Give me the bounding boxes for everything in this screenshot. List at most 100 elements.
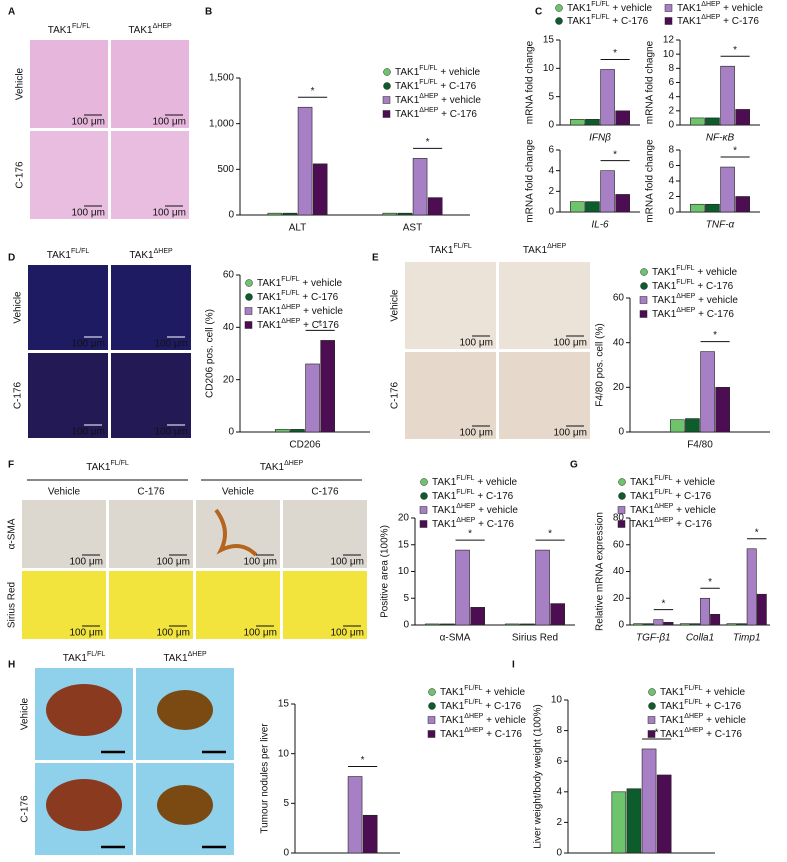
y-tick-label: 40 bbox=[613, 337, 625, 348]
bar bbox=[670, 419, 685, 433]
micrograph bbox=[109, 571, 193, 639]
legend-label: TAK1FL/FL + C-176 bbox=[567, 14, 649, 27]
bar bbox=[312, 163, 328, 216]
bar bbox=[756, 593, 767, 626]
legend-label: TAK1ΔHEP + C-176 bbox=[660, 727, 742, 740]
bar bbox=[600, 69, 615, 126]
x-tick-label: AST bbox=[403, 223, 422, 234]
scale-label: 100 μm bbox=[156, 557, 190, 568]
image-column-label: TAK1ΔHEP bbox=[128, 23, 172, 36]
x-tick-label: Timp1 bbox=[733, 633, 761, 644]
legend-marker bbox=[427, 730, 436, 738]
legend-marker bbox=[647, 716, 656, 724]
y-tick-label: 20 bbox=[613, 382, 625, 393]
image-column-label: C-176 bbox=[137, 487, 165, 498]
legend-marker bbox=[383, 68, 391, 76]
legend-label: TAK1FL/FL + vehicle bbox=[567, 1, 653, 14]
y-tick-label: 20 bbox=[398, 513, 410, 524]
bar bbox=[690, 203, 705, 213]
bar bbox=[600, 170, 615, 213]
micrograph bbox=[405, 262, 496, 349]
bar bbox=[570, 119, 585, 126]
bar bbox=[520, 623, 535, 626]
bar bbox=[585, 201, 600, 213]
legend-marker bbox=[617, 506, 626, 514]
y-tick-label: 10 bbox=[543, 63, 555, 74]
significance-label: * bbox=[548, 529, 552, 540]
bar bbox=[705, 203, 720, 213]
y-tick-label: 60 bbox=[223, 270, 235, 281]
bar bbox=[746, 548, 757, 626]
legend-label: TAK1ΔHEP + vehicle bbox=[630, 503, 716, 516]
micrograph bbox=[499, 262, 590, 349]
scale-label: 100 μm bbox=[152, 208, 186, 219]
y-tick-label: 0 bbox=[283, 848, 289, 859]
x-tick-label: Sirius Red bbox=[512, 633, 558, 644]
y-axis-title: Relative mRNA expression bbox=[595, 512, 606, 631]
scale-label: 100 μm bbox=[152, 117, 186, 128]
legend-label: TAK1ΔHEP + C-176 bbox=[652, 307, 734, 320]
image-column-label: TAK1FL/FL bbox=[429, 243, 472, 256]
panel-letter: A bbox=[8, 7, 15, 18]
bar bbox=[585, 119, 600, 126]
bar bbox=[550, 603, 565, 626]
y-tick-label: 0 bbox=[668, 207, 674, 218]
image-row-label: Vehicle bbox=[15, 67, 26, 100]
x-tick-label: F4/80 bbox=[687, 440, 713, 451]
legend-marker bbox=[428, 688, 436, 696]
image-column-label: TAK1FL/FL bbox=[48, 23, 91, 36]
legend-marker bbox=[640, 268, 648, 276]
bar bbox=[305, 363, 320, 433]
y-tick-label: 12 bbox=[663, 35, 675, 46]
image-column-label: TAK1FL/FL bbox=[47, 248, 90, 261]
legend-marker bbox=[648, 702, 656, 710]
significance-label: * bbox=[661, 598, 665, 609]
liver bbox=[157, 690, 213, 730]
legend-label: TAK1FL/FL + C-176 bbox=[652, 279, 734, 292]
legend-label: TAK1ΔHEP + C-176 bbox=[257, 318, 339, 331]
y-tick-label: 10 bbox=[278, 748, 290, 759]
legend-marker bbox=[618, 478, 626, 486]
panel-letter: B bbox=[205, 7, 212, 18]
panel-letter: F bbox=[8, 460, 14, 471]
scale-label: 100 μm bbox=[243, 557, 277, 568]
scale-label: 100 μm bbox=[69, 628, 103, 639]
micrograph bbox=[196, 571, 280, 639]
significance-label: * bbox=[613, 149, 617, 160]
panel-letter: E bbox=[372, 253, 379, 264]
y-tick-label: 60 bbox=[613, 539, 625, 550]
bar bbox=[412, 158, 428, 216]
image-row-label: Vehicle bbox=[390, 289, 401, 322]
bar bbox=[570, 201, 585, 213]
micrograph bbox=[28, 265, 108, 350]
bar bbox=[705, 117, 720, 126]
legend-label: TAK1FL/FL + C-176 bbox=[660, 699, 742, 712]
image-row-label: C-176 bbox=[13, 381, 24, 409]
y-tick-label: 0 bbox=[548, 120, 554, 131]
y-axis-title: mRNA fold chagne bbox=[645, 40, 656, 124]
bar bbox=[736, 623, 747, 626]
legend-marker bbox=[639, 296, 648, 304]
image-row-label: Vehicle bbox=[13, 291, 24, 324]
legend-marker bbox=[617, 520, 626, 528]
image-row-label: α-SMA bbox=[7, 518, 18, 549]
scale-label: 100 μm bbox=[154, 427, 188, 438]
bar bbox=[297, 106, 313, 216]
legend-marker bbox=[664, 17, 673, 25]
y-tick-label: 2 bbox=[556, 817, 562, 828]
bar bbox=[290, 429, 305, 433]
y-axis-title: mRNA fold change bbox=[525, 40, 536, 124]
significance-label: * bbox=[318, 319, 322, 330]
y-tick-label: 0 bbox=[228, 427, 234, 438]
image-column-label: TAK1FL/FL bbox=[63, 651, 106, 664]
legend-label: TAK1FL/FL + vehicle bbox=[652, 265, 738, 278]
bar bbox=[643, 623, 654, 626]
panel-letter: C bbox=[535, 7, 542, 18]
bar bbox=[700, 597, 711, 626]
micrograph bbox=[196, 500, 280, 568]
legend-label: TAK1FL/FL + vehicle bbox=[660, 685, 746, 698]
legend-marker bbox=[648, 688, 656, 696]
bar bbox=[615, 194, 630, 213]
scale-label: 100 μm bbox=[154, 339, 188, 350]
significance-label: * bbox=[713, 330, 717, 341]
